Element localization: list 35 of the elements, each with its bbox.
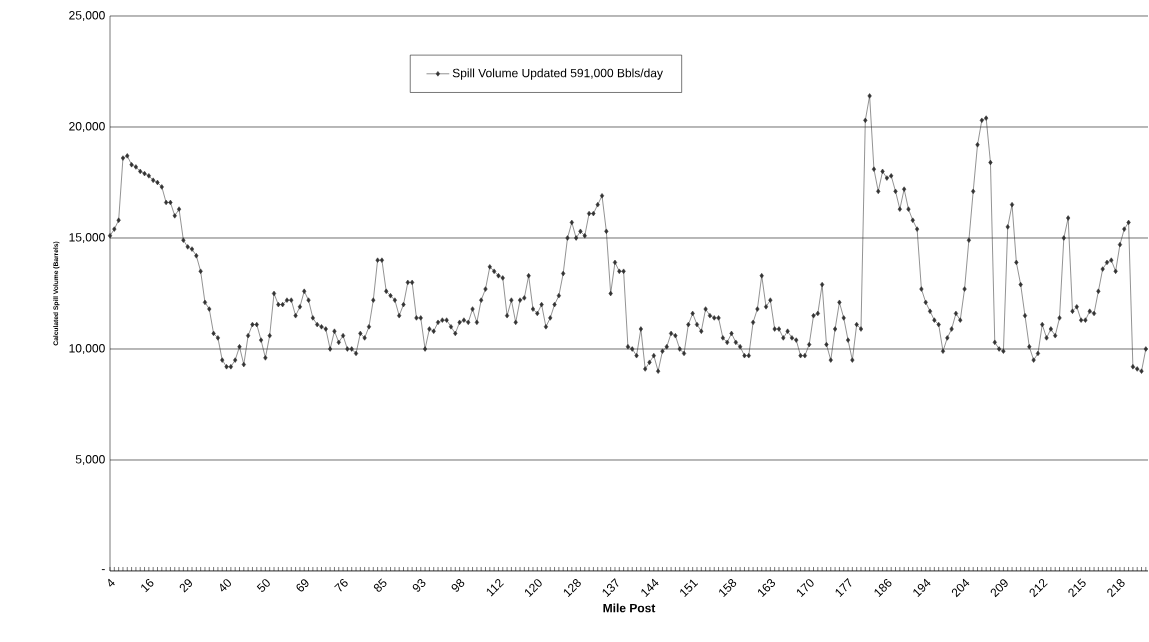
x-tick-label: 218 [1107,579,1125,598]
x-tick-label: 204 [951,578,970,598]
x-tick-label: 151 [680,579,699,597]
x-tick-label: 40 [220,579,231,592]
x-tick-label: 212 [1029,579,1048,598]
x-tick-label: 194 [913,578,931,598]
x-tick-label: 158 [719,579,737,598]
x-tick-label: 128 [563,579,581,598]
x-axis-title: Mile Post [603,603,656,613]
y-tick-label: 15,000 [69,233,105,243]
y-tick-label: 25,000 [69,11,105,21]
x-tick-label: 76 [334,579,348,592]
y-tick-label: 10,000 [69,344,105,354]
x-tick-label: 170 [796,579,814,598]
x-tick-label: 29 [179,579,192,593]
y-tick-label: 20,000 [69,122,105,132]
x-tick-label: 50 [256,579,270,592]
x-tick-label: 85 [373,578,387,592]
x-tick-label: 209 [990,579,1008,598]
x-tick-label: 215 [1068,578,1086,598]
x-tick-label: 16 [141,579,154,593]
x-tick-label: 112 [486,579,504,597]
legend-label: Spill Volume Updated 591,000 Bbls/day [452,68,663,80]
x-tick-label: 144 [641,578,659,597]
x-tick-label: 69 [296,579,309,592]
x-tick-label: 120 [524,579,542,598]
x-tick-label: 4 [108,578,115,587]
x-tick-label: 163 [758,579,776,598]
x-tick-label: 186 [874,579,892,598]
x-tick-label: 177 [835,578,852,597]
x-tick-label: 93 [412,579,426,592]
x-tick-label: 137 [602,578,619,598]
y-tick-label: - [101,569,105,571]
x-tick-label: 98 [451,579,465,592]
y-tick-label: 5,000 [75,455,105,465]
